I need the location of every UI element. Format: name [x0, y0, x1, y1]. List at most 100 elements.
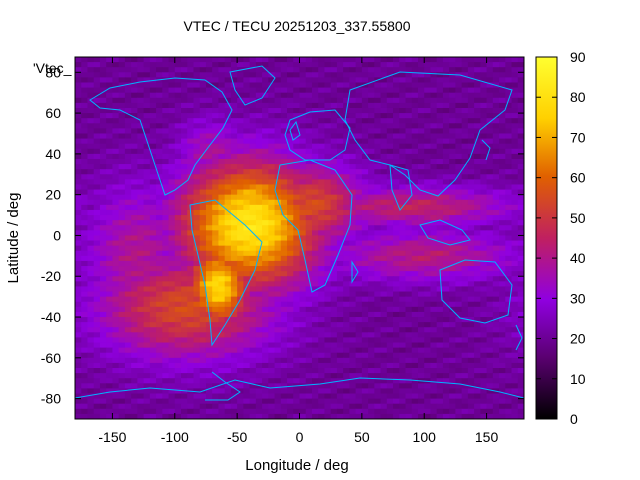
heatmap-cell: [411, 240, 419, 247]
heatmap-cell: [137, 378, 145, 384]
heatmap-cell: [131, 296, 138, 303]
heatmap-cell: [268, 362, 276, 369]
heatmap-cell: [118, 225, 126, 231]
heatmap-cell: [112, 378, 120, 384]
heatmap-cell: [330, 199, 338, 206]
heatmap-cell: [156, 92, 163, 99]
heatmap-cell: [436, 189, 444, 196]
heatmap-cell: [299, 57, 307, 63]
heatmap-cell: [330, 327, 338, 333]
heatmap-cell: [193, 194, 201, 201]
heatmap-cell: [311, 337, 319, 344]
heatmap-cell: [355, 199, 363, 206]
heatmap-cell: [492, 123, 500, 129]
heatmap-cell: [255, 174, 263, 180]
heatmap-cell: [368, 403, 375, 410]
heatmap-cell: [255, 373, 263, 379]
heatmap-cell: [355, 174, 363, 180]
heatmap-cell: [480, 97, 488, 104]
heatmap-cell: [255, 235, 263, 242]
heatmap-cell: [505, 118, 513, 124]
heatmap-cell: [399, 189, 407, 196]
heatmap-cell: [436, 107, 444, 114]
heatmap-cell: [393, 72, 400, 78]
heatmap-cell: [99, 260, 107, 267]
heatmap-cell: [81, 373, 89, 379]
heatmap-cell: [230, 148, 238, 155]
heatmap-cell: [293, 128, 301, 135]
heatmap-cell: [268, 255, 276, 262]
heatmap-cell: [380, 235, 388, 242]
heatmap-cell: [255, 347, 263, 354]
heatmap-cell: [156, 87, 163, 94]
heatmap-cell: [455, 281, 463, 288]
heatmap-cell: [405, 138, 413, 145]
heatmap-cell: [311, 317, 319, 323]
heatmap-cell: [318, 388, 326, 395]
heatmap-cell: [287, 153, 294, 160]
heatmap-cell: [124, 153, 132, 160]
heatmap-cell: [380, 138, 388, 145]
heatmap-cell: [268, 235, 276, 242]
heatmap-cell: [237, 291, 244, 298]
heatmap-cell: [137, 235, 145, 242]
heatmap-cell: [474, 143, 481, 150]
heatmap-cell: [174, 179, 182, 186]
heatmap-cell: [205, 408, 213, 415]
heatmap-cell: [380, 245, 388, 252]
heatmap-cell: [193, 378, 201, 384]
heatmap-cell: [417, 158, 425, 165]
heatmap-cell: [168, 57, 176, 63]
heatmap-cell: [405, 373, 413, 379]
heatmap-cell: [143, 153, 151, 160]
heatmap-cell: [442, 174, 450, 180]
heatmap-cell: [99, 107, 107, 114]
heatmap-cell: [411, 113, 419, 119]
heatmap-cell: [324, 82, 332, 89]
heatmap-cell: [505, 113, 513, 119]
heatmap-cell: [374, 337, 382, 344]
heatmap-cell: [143, 220, 151, 226]
heatmap-cell: [511, 266, 519, 272]
heatmap-cell: [517, 97, 524, 104]
heatmap-cell: [374, 306, 382, 313]
heatmap-cell: [430, 57, 438, 63]
heatmap-cell: [181, 373, 188, 379]
heatmap-cell: [187, 342, 195, 349]
heatmap-cell: [81, 301, 89, 308]
heatmap-cell: [411, 118, 419, 124]
heatmap-cell: [499, 286, 506, 293]
heatmap-cell: [230, 271, 238, 277]
heatmap-cell: [81, 67, 89, 73]
heatmap-cell: [287, 169, 294, 175]
heatmap-cell: [336, 347, 344, 354]
heatmap-cell: [311, 266, 319, 272]
heatmap-cell: [112, 209, 120, 216]
heatmap-cell: [93, 271, 101, 277]
heatmap-cell: [424, 158, 432, 165]
heatmap-cell: [162, 209, 170, 216]
heatmap-cell: [474, 255, 481, 262]
heatmap-cell: [249, 97, 257, 104]
heatmap-cell: [405, 102, 413, 109]
heatmap-cell: [224, 368, 232, 374]
heatmap-cell: [162, 260, 170, 267]
heatmap-cell: [243, 194, 251, 201]
heatmap-cell: [349, 57, 357, 63]
heatmap-cell: [305, 57, 313, 63]
heatmap-cell: [81, 240, 89, 247]
heatmap-cell: [255, 362, 263, 369]
heatmap-cell: [287, 235, 294, 242]
heatmap-cell: [467, 378, 475, 384]
heatmap-cell: [293, 388, 301, 395]
heatmap-cell: [274, 266, 282, 272]
heatmap-cell: [318, 352, 326, 359]
heatmap-cell: [224, 296, 232, 303]
heatmap-cell: [162, 362, 170, 369]
heatmap-cell: [280, 332, 288, 339]
heatmap-cell: [399, 148, 407, 155]
heatmap-cell: [299, 153, 307, 160]
heatmap-cell: [230, 87, 238, 94]
heatmap-cell: [156, 306, 163, 313]
heatmap-cell: [299, 184, 307, 191]
